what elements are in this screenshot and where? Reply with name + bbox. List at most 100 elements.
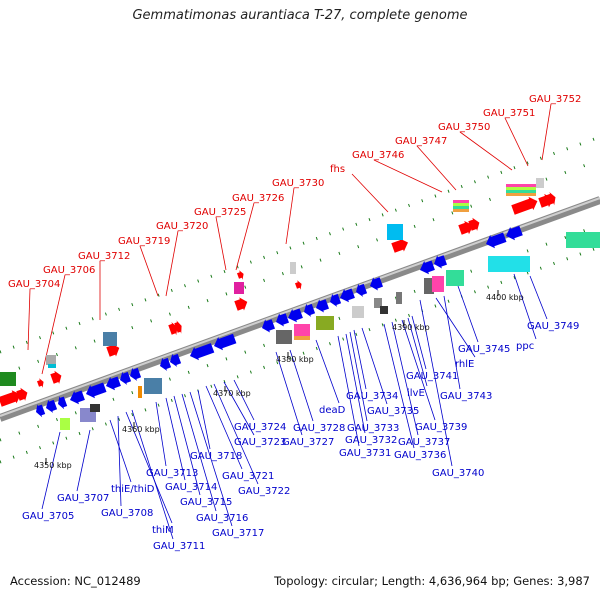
forward-gene[interactable] [468, 217, 480, 231]
bottom-gene-label[interactable]: ilvE [407, 388, 425, 399]
feature-box[interactable] [46, 355, 56, 365]
reverse-gene[interactable] [86, 382, 107, 399]
reverse-gene[interactable] [304, 303, 316, 317]
feature-stack[interactable] [506, 193, 536, 196]
forward-gene[interactable] [0, 390, 21, 407]
reverse-gene[interactable] [190, 343, 215, 361]
bottom-gene-label[interactable]: GAU_3711 [153, 541, 205, 552]
reverse-gene[interactable] [70, 390, 85, 405]
bottom-gene-label[interactable]: GAU_3727 [282, 437, 334, 448]
feature-box[interactable] [352, 306, 364, 318]
forward-gene[interactable] [16, 387, 28, 401]
feature-box[interactable] [103, 332, 117, 346]
forward-gene[interactable] [37, 378, 44, 388]
bottom-gene-label[interactable]: GAU_3733 [347, 423, 399, 434]
top-gene-label[interactable]: GAU_3725 [194, 207, 246, 218]
feature-stack[interactable] [453, 206, 469, 209]
top-gene-label[interactable]: GAU_3719 [118, 236, 170, 247]
reverse-gene[interactable] [316, 299, 329, 313]
feature-box[interactable] [290, 262, 296, 274]
forward-gene[interactable] [295, 280, 302, 290]
feature-box[interactable] [488, 256, 530, 272]
feature-stack[interactable] [506, 190, 536, 193]
top-gene-label[interactable]: GAU_3730 [272, 178, 324, 189]
bottom-gene-label[interactable]: GAU_3731 [339, 448, 391, 459]
bottom-gene-label[interactable]: GAU_3713 [146, 468, 198, 479]
forward-gene[interactable] [106, 343, 120, 357]
forward-gene[interactable] [546, 192, 556, 206]
reverse-gene[interactable] [356, 283, 368, 297]
bottom-gene-label[interactable]: GAU_3722 [238, 486, 290, 497]
bottom-gene-label[interactable]: GAU_3749 [527, 321, 579, 332]
feature-stack[interactable] [506, 187, 536, 190]
reverse-gene[interactable] [170, 353, 182, 367]
bottom-gene-label[interactable]: GAU_3724 [234, 422, 286, 433]
top-gene-label[interactable]: GAU_3751 [483, 108, 535, 119]
bottom-gene-label[interactable]: GAU_3732 [345, 435, 397, 446]
feature-box[interactable] [446, 270, 464, 286]
bottom-gene-label[interactable]: GAU_3739 [415, 422, 467, 433]
bottom-gene-label[interactable]: GAU_3740 [432, 468, 484, 479]
reverse-gene[interactable] [330, 293, 342, 307]
feature-box[interactable] [387, 224, 403, 240]
reverse-gene[interactable] [58, 396, 68, 410]
top-gene-label[interactable]: GAU_3750 [438, 122, 490, 133]
bottom-gene-label[interactable]: GAU_3718 [190, 451, 242, 462]
feature-box[interactable] [432, 276, 444, 292]
reverse-gene[interactable] [36, 404, 46, 418]
feature-box[interactable] [234, 282, 244, 294]
feature-box[interactable] [276, 330, 292, 344]
reverse-gene[interactable] [420, 260, 435, 275]
top-gene-label[interactable]: GAU_3720 [156, 221, 208, 232]
reverse-gene[interactable] [130, 367, 142, 381]
reverse-gene[interactable] [434, 255, 447, 269]
reverse-gene[interactable] [106, 376, 121, 391]
bottom-gene-label[interactable]: GAU_3736 [394, 450, 446, 461]
bottom-gene-label[interactable]: thiE/thiD [111, 484, 155, 495]
reverse-gene[interactable] [214, 333, 237, 351]
reverse-gene[interactable] [340, 288, 355, 303]
feature-box[interactable] [48, 364, 56, 368]
feature-stack[interactable] [506, 184, 536, 187]
feature-stack[interactable] [453, 200, 469, 203]
feature-box[interactable] [396, 292, 402, 304]
bottom-gene-label[interactable]: GAU_3705 [22, 511, 74, 522]
feature-box[interactable] [316, 316, 334, 330]
bottom-gene-label[interactable]: GAU_3717 [212, 528, 264, 539]
feature-box[interactable] [90, 404, 100, 412]
reverse-gene[interactable] [262, 319, 275, 333]
feature-box[interactable] [60, 418, 70, 430]
bottom-gene-label[interactable]: GAU_3721 [222, 471, 274, 482]
feature-box[interactable] [144, 378, 162, 394]
top-gene-label[interactable]: GAU_3747 [395, 136, 447, 147]
forward-gene[interactable] [391, 238, 408, 253]
reverse-gene[interactable] [370, 277, 383, 291]
feature-box[interactable] [566, 232, 600, 248]
bottom-gene-label[interactable]: GAU_3745 [458, 344, 510, 355]
reverse-gene[interactable] [506, 225, 523, 241]
feature-box[interactable] [294, 324, 310, 338]
bottom-gene-label[interactable]: GAU_3737 [398, 437, 450, 448]
bottom-gene-label[interactable]: GAU_3728 [293, 423, 345, 434]
bottom-gene-label[interactable]: deaD [319, 405, 346, 416]
bottom-gene-label[interactable]: rhlE [455, 359, 474, 370]
reverse-gene[interactable] [46, 399, 58, 413]
bottom-gene-label[interactable]: ppc [516, 341, 534, 352]
reverse-gene[interactable] [288, 308, 303, 323]
feature-box[interactable] [424, 278, 434, 294]
bottom-gene-label[interactable]: GAU_3714 [165, 482, 217, 493]
bottom-gene-label[interactable]: GAU_3707 [57, 493, 109, 504]
bottom-gene-label[interactable]: GAU_3734 [346, 391, 398, 402]
feature-stack[interactable] [453, 203, 469, 206]
reverse-gene[interactable] [276, 313, 289, 327]
reverse-gene[interactable] [486, 232, 507, 249]
feature-box[interactable] [536, 178, 544, 188]
feature-box[interactable] [380, 306, 388, 314]
bottom-gene-label[interactable]: GAU_3723 [234, 437, 286, 448]
reverse-gene[interactable] [160, 357, 172, 371]
top-gene-label[interactable]: fhs [330, 164, 345, 175]
feature-stack[interactable] [453, 209, 469, 212]
top-gene-label[interactable]: GAU_3746 [352, 150, 404, 161]
forward-gene[interactable] [50, 370, 62, 384]
bottom-gene-label[interactable]: GAU_3708 [101, 508, 153, 519]
